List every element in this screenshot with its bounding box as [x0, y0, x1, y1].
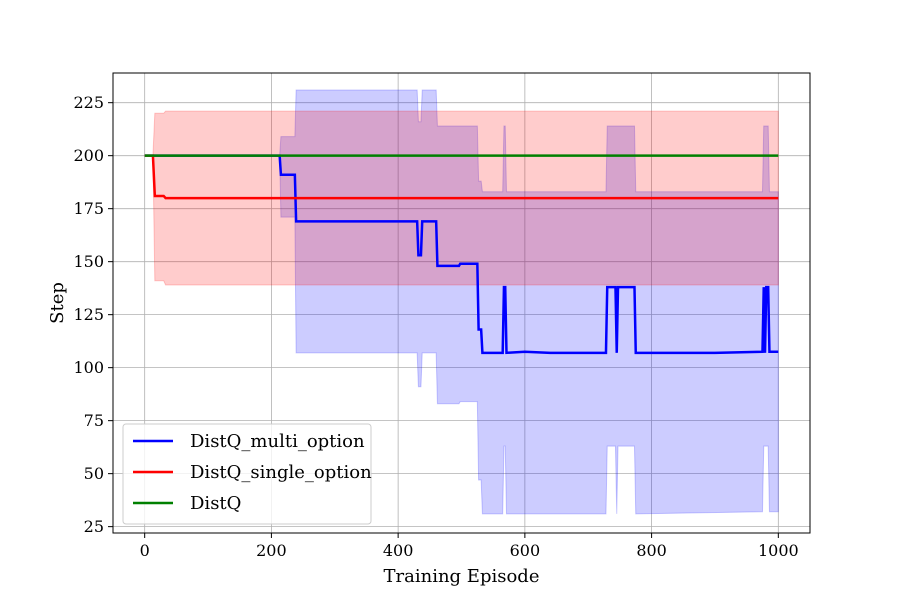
legend-label: DistQ_multi_option — [190, 431, 365, 452]
legend: DistQ_multi_option DistQ_single_option Dis… — [122, 423, 372, 525]
x-axis-label: Training Episode — [384, 566, 540, 587]
x-tick-label: 600 — [510, 541, 541, 560]
y-tick-label: 25 — [84, 517, 104, 536]
x-tick-label: 400 — [383, 541, 414, 560]
y-tick-label: 225 — [73, 93, 104, 112]
legend-box — [122, 423, 372, 525]
y-tick-label: 125 — [73, 305, 104, 324]
y-tick-label: 75 — [84, 411, 104, 430]
series-line-distq-multi-option — [144, 154, 779, 355]
x-tick-label: 800 — [636, 541, 667, 560]
legend-label: DistQ_single_option — [190, 462, 372, 483]
y-axis-label: Step — [47, 282, 68, 324]
y-tick-label: 200 — [73, 146, 104, 165]
y-tick-label: 100 — [73, 358, 104, 377]
y-tick-label: 175 — [73, 199, 104, 218]
band-distq-multi-option — [144, 89, 779, 515]
y-tick-label: 50 — [84, 464, 104, 483]
y-tick-label: 150 — [73, 252, 104, 271]
series-lines — [144, 154, 779, 355]
plot-frame — [112, 72, 811, 534]
x-tick-label: 1000 — [758, 541, 799, 560]
axis-ticks: 0 200 400 600 800 1000 25 50 75 100 125 150 175 200 22… — [73, 93, 798, 560]
x-tick-label: 0 — [140, 541, 150, 560]
legend-label: DistQ — [190, 493, 241, 514]
x-tick-label: 200 — [256, 541, 287, 560]
